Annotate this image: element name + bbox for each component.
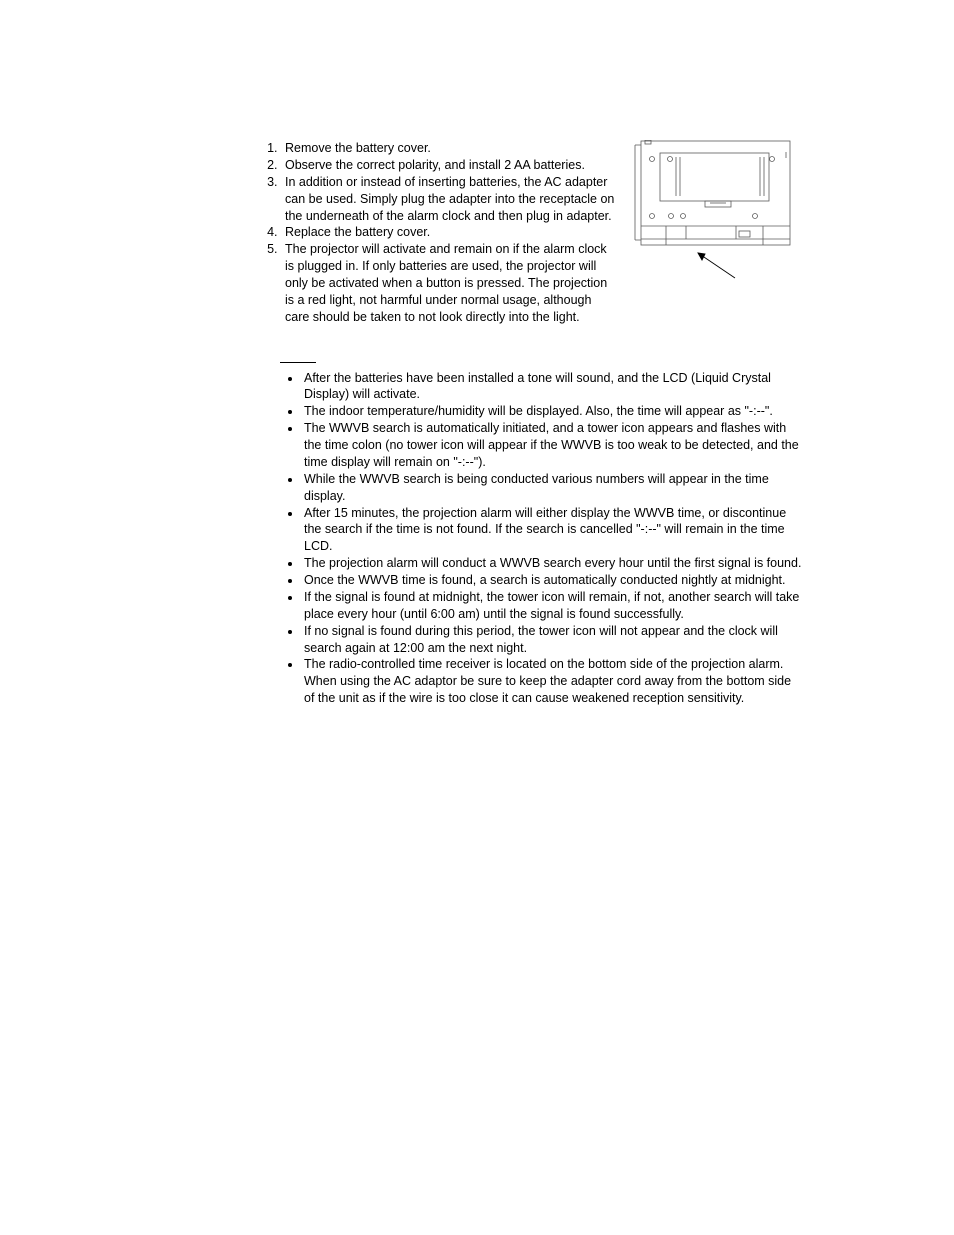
list-item: The projection alarm will conduct a WWVB… [302,555,804,572]
list-item: The indoor temperature/humidity will be … [302,403,804,420]
device-diagram [626,140,804,300]
notes-bullet-list: After the batteries have been installed … [280,370,804,708]
list-item: While the WWVB search is being conducted… [302,471,804,505]
notes-heading-underline [280,350,316,363]
callout-arrow [685,248,745,284]
installation-steps-section: Remove the battery cover. Observe the co… [263,140,804,326]
list-item: If no signal is found during this period… [302,623,804,657]
document-page: Remove the battery cover. Observe the co… [0,0,954,1235]
list-item: Once the WWVB time is found, a search is… [302,572,804,589]
list-item: The WWVB search is automatically initiat… [302,420,804,471]
list-item: The radio-controlled time receiver is lo… [302,656,804,707]
clock-rear-diagram [633,140,798,248]
notes-section: After the batteries have been installed … [263,350,804,707]
list-item: After 15 minutes, the projection alarm w… [302,505,804,556]
list-item: If the signal is found at midnight, the … [302,589,804,623]
list-item: After the batteries have been installed … [302,370,804,404]
